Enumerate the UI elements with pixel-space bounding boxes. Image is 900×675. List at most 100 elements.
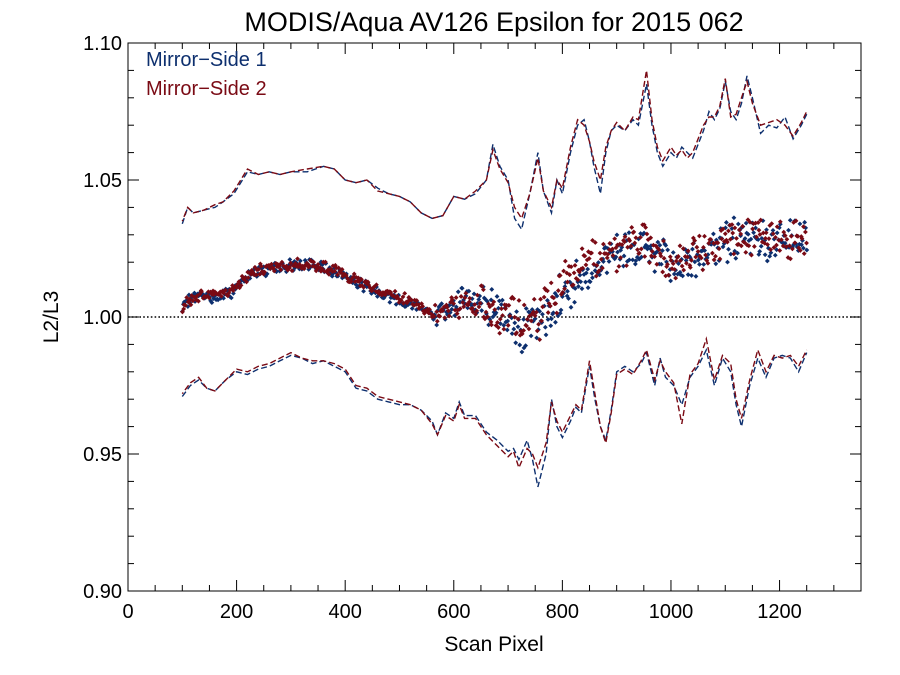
data-point-mirror-side-1 [287, 257, 293, 262]
data-point-mirror-side-1 [745, 231, 751, 237]
data-point-mirror-side-2 [184, 295, 190, 300]
data-point-mirror-side-2 [565, 279, 570, 285]
data-point-mirror-side-1 [804, 247, 810, 253]
data-point-mirror-side-1 [227, 294, 233, 300]
data-point-mirror-side-2 [355, 275, 361, 281]
data-point-mirror-side-2 [453, 295, 459, 300]
data-point-mirror-side-2 [460, 300, 466, 305]
data-point-mirror-side-1 [732, 248, 738, 254]
data-point-mirror-side-2 [223, 287, 228, 293]
data-point-mirror-side-2 [738, 231, 744, 237]
data-point-mirror-side-2 [607, 240, 613, 246]
data-point-mirror-side-2 [734, 235, 739, 241]
data-point-mirror-side-2 [395, 296, 401, 301]
data-point-mirror-side-1 [643, 242, 649, 248]
data-point-mirror-side-1 [657, 242, 663, 248]
data-point-mirror-side-2 [645, 237, 651, 243]
data-point-mirror-side-2 [668, 257, 674, 263]
data-point-mirror-side-1 [621, 253, 627, 259]
data-point-mirror-side-2 [531, 296, 537, 302]
data-point-mirror-side-1 [523, 306, 529, 311]
data-point-mirror-side-1 [512, 320, 518, 326]
data-point-mirror-side-1 [587, 279, 593, 285]
data-point-mirror-side-1 [742, 236, 748, 241]
data-point-mirror-side-2 [709, 250, 715, 256]
data-point-mirror-side-2 [308, 258, 314, 264]
data-point-mirror-side-1 [572, 299, 577, 305]
data-point-mirror-side-2 [287, 264, 293, 270]
data-point-mirror-side-2 [722, 231, 728, 237]
data-point-mirror-side-2 [763, 235, 768, 241]
data-point-mirror-side-2 [785, 255, 791, 260]
data-point-mirror-side-2 [199, 289, 204, 295]
data-point-mirror-side-2 [776, 237, 782, 243]
data-point-mirror-side-2 [700, 267, 706, 273]
data-point-mirror-side-1 [764, 227, 769, 233]
data-point-mirror-side-1 [764, 258, 770, 264]
data-point-mirror-side-2 [239, 273, 245, 279]
data-point-mirror-side-2 [736, 227, 742, 233]
lower-envelope-mirror-side-2 [181, 336, 808, 470]
data-point-mirror-side-2 [779, 237, 784, 243]
data-point-mirror-side-1 [565, 288, 570, 294]
data-point-mirror-side-1 [772, 252, 778, 258]
data-point-mirror-side-2 [635, 247, 640, 253]
data-point-mirror-side-1 [549, 316, 554, 322]
data-point-mirror-side-2 [652, 254, 657, 260]
data-point-mirror-side-2 [749, 252, 754, 258]
data-point-mirror-side-2 [751, 244, 757, 249]
data-point-mirror-side-1 [209, 300, 215, 306]
data-point-mirror-side-1 [361, 288, 366, 294]
data-point-mirror-side-2 [398, 297, 404, 303]
data-point-mirror-side-2 [345, 276, 350, 281]
data-point-mirror-side-2 [755, 220, 761, 225]
data-point-mirror-side-1 [557, 310, 563, 316]
data-point-mirror-side-1 [583, 270, 589, 276]
data-point-mirror-side-2 [790, 246, 795, 252]
data-point-mirror-side-1 [439, 301, 444, 306]
data-point-mirror-side-2 [660, 269, 666, 275]
data-point-mirror-side-2 [554, 310, 560, 316]
data-point-mirror-side-2 [672, 267, 677, 272]
data-point-mirror-side-2 [295, 256, 300, 262]
data-point-mirror-side-2 [693, 254, 699, 260]
data-point-mirror-side-2 [446, 308, 451, 314]
data-point-mirror-side-2 [777, 248, 783, 253]
data-point-mirror-side-2 [774, 242, 779, 248]
data-point-mirror-side-2 [687, 265, 693, 270]
data-point-mirror-side-1 [532, 316, 538, 322]
data-point-mirror-side-2 [462, 295, 468, 301]
data-point-mirror-side-2 [306, 262, 312, 268]
data-point-mirror-side-2 [244, 279, 249, 285]
y-tick-label: 0.95 [83, 444, 122, 466]
data-point-mirror-side-2 [553, 301, 559, 306]
data-point-mirror-side-2 [803, 229, 808, 235]
data-point-mirror-side-2 [760, 230, 766, 236]
data-point-mirror-side-2 [743, 249, 749, 255]
data-point-mirror-side-2 [382, 292, 388, 298]
data-point-mirror-side-2 [432, 302, 438, 308]
data-point-mirror-side-1 [799, 242, 804, 248]
data-point-mirror-side-2 [538, 296, 543, 302]
data-point-mirror-side-2 [467, 295, 473, 301]
data-point-mirror-side-2 [497, 316, 503, 322]
data-point-mirror-side-2 [555, 288, 561, 293]
data-point-mirror-side-2 [788, 256, 793, 262]
data-point-mirror-side-2 [451, 301, 457, 306]
data-point-mirror-side-2 [664, 264, 670, 270]
data-point-mirror-side-2 [589, 250, 594, 256]
data-point-mirror-side-2 [541, 294, 547, 300]
data-point-mirror-side-1 [566, 296, 571, 301]
data-point-mirror-side-1 [652, 269, 658, 274]
data-point-mirror-side-1 [558, 307, 564, 313]
data-point-mirror-side-2 [324, 269, 330, 275]
data-point-mirror-side-2 [521, 328, 527, 333]
data-point-mirror-side-2 [673, 258, 679, 264]
data-point-mirror-side-2 [788, 233, 794, 239]
data-point-mirror-side-1 [759, 235, 765, 241]
data-point-mirror-side-2 [288, 260, 294, 266]
data-point-mirror-side-2 [409, 297, 414, 303]
data-point-mirror-side-2 [489, 322, 494, 328]
data-point-mirror-side-2 [703, 252, 708, 258]
data-point-mirror-side-2 [220, 288, 225, 294]
